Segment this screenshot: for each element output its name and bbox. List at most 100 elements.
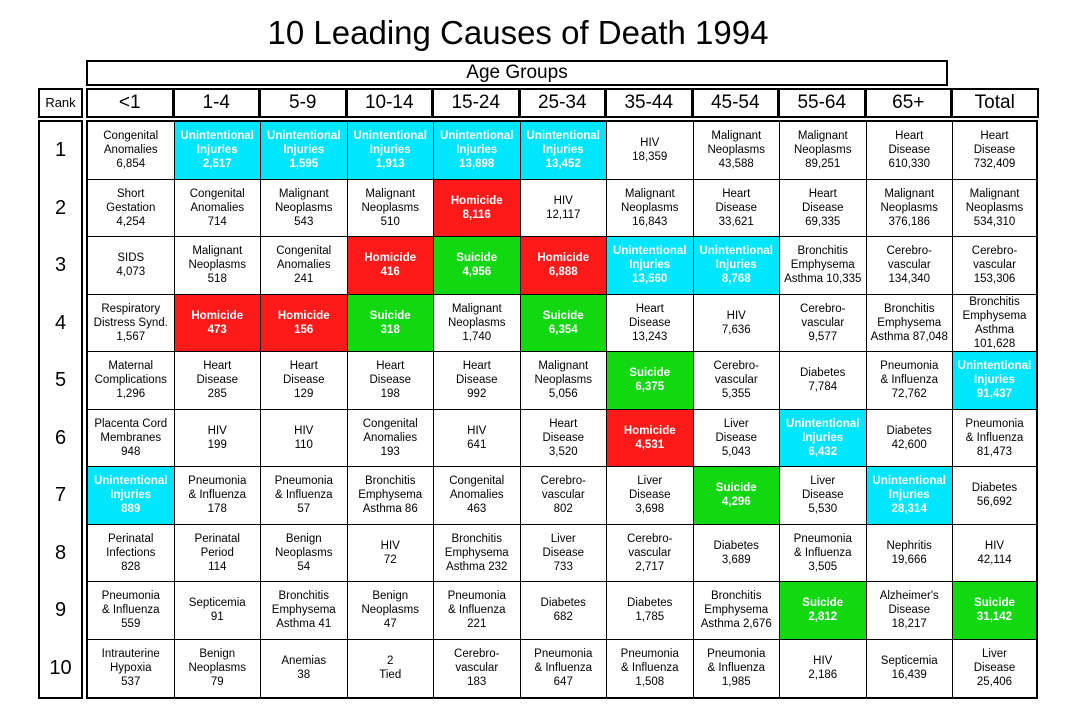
cell-content: Congenital Anomalies 241: [276, 244, 331, 286]
death-count: 5,355: [721, 388, 751, 401]
table-cell: Unintentional Injuries 13,560: [607, 237, 694, 295]
table-cell: Unintentional Injuries 1,913: [347, 122, 434, 180]
cause-label: Malignant Neoplasms: [188, 245, 247, 272]
cause-label: Diabetes: [627, 597, 673, 610]
column-header: 15-24: [432, 88, 520, 118]
cause-label: HIV: [813, 655, 833, 668]
table-cell: HIV 2,186: [780, 639, 867, 697]
table-cell: Benign Neoplasms 79: [175, 639, 261, 697]
table-cell: Malignant Neoplasms 376,186: [866, 179, 953, 237]
cell-content: Bronchitis Emphysema Asthma 10,335: [784, 244, 861, 286]
cause-label: Short Gestation: [106, 187, 156, 214]
table-cell: Congenital Anomalies 714: [174, 179, 261, 237]
death-count: 193: [380, 445, 400, 458]
cell-content: Perinatal Infections 828: [106, 532, 155, 574]
table-cell: Pneumonia & Influenza 1,985: [694, 639, 780, 697]
death-count: Asthma 87,048: [870, 330, 948, 343]
death-count: 114: [208, 560, 227, 573]
table-cell: Congenital Anomalies 6,854: [88, 122, 175, 180]
table-cell: Liver Disease 3,698: [607, 467, 694, 525]
cause-label: Malignant Neoplasms: [965, 187, 1024, 214]
cell-content: Heart Disease 198: [369, 359, 411, 401]
cause-label: Diabetes: [713, 539, 759, 552]
table-cell: Malignant Neoplasms 16,843: [607, 179, 694, 237]
cell-content: Congenital Anomalies 6,854: [103, 129, 158, 171]
cause-label: Unintentional Injuries: [440, 130, 514, 157]
cause-label: Nephritis: [886, 539, 932, 552]
cell-content: Suicide 6,375: [629, 366, 670, 394]
death-count: 714: [207, 215, 227, 228]
table-cell: Unintentional Injuries 13,898: [434, 122, 521, 180]
death-count: 948: [121, 445, 141, 458]
cause-label: Cerebro- vascular: [540, 475, 586, 502]
death-count: 57: [297, 503, 311, 516]
cell-content: Homicide 416: [364, 251, 416, 279]
cell-content: Pneumonia & Influenza 221: [448, 589, 506, 631]
table-cell: HIV 7,636: [693, 294, 780, 352]
death-count: 3,520: [548, 445, 578, 458]
cell-content: Benign Neoplasms 47: [361, 589, 419, 631]
cell-content: Heart Disease 610,330: [888, 129, 930, 171]
cause-label: Cerebro- vascular: [713, 360, 759, 387]
cause-label: Pneumonia & Influenza: [965, 417, 1024, 444]
cause-label: Unintentional Injuries: [786, 417, 860, 444]
cell-content: Unintentional Injuries 91,437: [958, 359, 1031, 401]
cell-content: Homicide 473: [191, 309, 243, 337]
cause-label: Malignant Neoplasms: [620, 187, 679, 214]
death-count: 18,359: [632, 151, 668, 164]
death-count: 16,843: [632, 215, 668, 228]
table-cell: Congenital Anomalies 463: [434, 467, 521, 525]
cause-label: Pneumonia & Influenza: [101, 590, 160, 617]
cause-label: Liver Disease: [542, 532, 585, 559]
table-cell: Anemias 38: [261, 639, 348, 697]
cell-content: Cerebro- vascular 153,306: [972, 244, 1017, 286]
death-count: 91: [210, 611, 224, 624]
death-count: 79: [210, 676, 224, 689]
cell-content: Septicemia 91: [189, 596, 246, 624]
table-cell: Malignant Neoplasms 43,588: [693, 122, 780, 180]
cause-label: HIV: [380, 539, 400, 552]
cell-content: Diabetes 42,600: [887, 424, 932, 452]
death-count: 732,409: [973, 158, 1016, 171]
column-header: 35-44: [605, 88, 693, 118]
cause-label: Suicide: [456, 252, 498, 265]
cause-label: Maternal Complications: [94, 360, 167, 387]
cell-content: HIV 72: [381, 539, 400, 567]
death-count: 178: [207, 503, 227, 516]
cell-content: Suicide 2,812: [802, 596, 843, 624]
death-count: 1,508: [635, 676, 665, 689]
cell-content: Maternal Complications 1,296: [95, 359, 167, 401]
cause-label: Heart Disease: [369, 360, 412, 387]
rank-label: 10: [49, 656, 72, 679]
cell-content: HIV 2,186: [808, 654, 837, 682]
table-cell: Heart Disease 610,330: [866, 122, 953, 180]
cause-label: Pneumonia & Influenza: [188, 475, 247, 502]
cause-label: Septicemia: [188, 597, 246, 610]
cell-content: HIV 18,359: [632, 136, 667, 164]
table-cell: Pneumonia & Influenza 81,473: [953, 410, 1036, 467]
table-cell: Diabetes 1,785: [607, 582, 694, 640]
table-cell: Bronchitis Emphysema Asthma 101,628: [953, 295, 1036, 352]
cell-content: Malignant Neoplasms 534,310: [966, 187, 1024, 229]
cause-label: Cerebro- vascular: [886, 245, 932, 272]
column-header: Total: [951, 88, 1039, 118]
death-count: 543: [294, 215, 314, 228]
death-count: 1,567: [116, 330, 146, 343]
cell-content: Anemias 38: [281, 654, 326, 682]
death-count: 8,116: [462, 208, 491, 221]
table-cell: Heart Disease 732,409: [953, 122, 1036, 180]
cell-content: Malignant Neoplasms 376,186: [880, 187, 938, 229]
cell-content: Heart Disease 285: [196, 359, 238, 401]
death-count: 510: [380, 215, 400, 228]
column-header: 5-9: [259, 88, 347, 118]
death-count: 13,560: [632, 273, 668, 286]
cell-content: Malignant Neoplasms 518: [188, 244, 246, 286]
cell-content: Malignant Neoplasms 1,740: [448, 302, 506, 344]
death-count: 733: [553, 560, 573, 573]
cause-label: Heart Disease: [888, 130, 931, 157]
cell-content: Bronchitis Emphysema Asthma 86: [358, 474, 422, 516]
table-cell: Cerebro- vascular 5,355: [693, 352, 780, 410]
death-count: 18,217: [891, 618, 927, 631]
cause-label: Benign Neoplasms: [188, 648, 247, 675]
cell-content: Homicide 156: [278, 309, 330, 337]
